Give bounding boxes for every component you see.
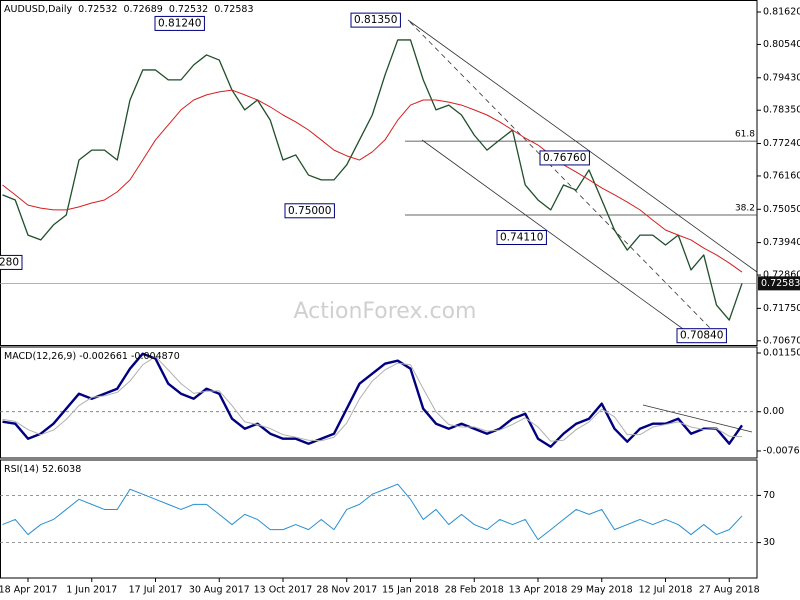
x-tick-label: 30 Aug 2017 <box>189 585 250 596</box>
y-tick-label: -0.007694 <box>763 445 800 456</box>
header-title: AUDUSD,Daily <box>4 4 73 15</box>
pivot-annotation: 0.81240 <box>154 15 205 31</box>
panel-header: RSI(14) 52.6038 <box>4 464 81 475</box>
pivot-label: 0.74110 <box>500 232 543 244</box>
rsi-panel <box>0 459 758 579</box>
header-title: MACD(12,26,9) <box>4 351 76 362</box>
pivot-box <box>676 328 727 344</box>
macd-trend <box>642 404 753 433</box>
fib-label: 38.2 <box>735 203 755 213</box>
pivot-label: 0.70840 <box>680 330 723 342</box>
series-line <box>2 352 743 448</box>
x-tick-label: 13 Oct 2017 <box>254 585 313 596</box>
pivot-annotation: 0.73280 <box>0 254 23 270</box>
pivot-box <box>539 150 590 166</box>
y-tick-label: 0.76160 <box>763 170 800 181</box>
fib-label: 61.8 <box>735 130 755 140</box>
channel-upper <box>407 19 758 273</box>
y-tick-label: 0.72860 <box>763 270 800 281</box>
x-tick-label: 28 Feb 2018 <box>445 585 504 596</box>
main-panel <box>0 0 758 346</box>
pivot-box <box>284 203 335 219</box>
last-price-box <box>758 276 800 291</box>
y-tick-label: 0.78350 <box>763 105 800 116</box>
header-value: 0.72532 <box>78 4 117 15</box>
header-value: -0.002661 <box>79 351 128 362</box>
macd-panel <box>0 346 758 459</box>
pivot-label: 0.76760 <box>543 152 586 164</box>
y-tick-label: 0.75050 <box>763 204 800 215</box>
y-tick-label: 0.73940 <box>763 237 800 248</box>
panel-borders <box>0 0 758 579</box>
x-tick-label: 29 May 2018 <box>571 585 633 596</box>
x-tick-label: 15 Jan 2018 <box>382 585 439 596</box>
y-tick-label: 0.011508 <box>763 347 800 358</box>
pivot-label: 0.81350 <box>354 14 397 26</box>
series-line <box>2 89 743 273</box>
series-line <box>2 356 743 442</box>
x-tick-label: 17 Jul 2017 <box>129 585 183 596</box>
header-value: -0.004870 <box>131 351 180 362</box>
series-line <box>2 483 743 541</box>
pivot-annotation: 0.75000 <box>284 203 335 219</box>
x-tick-label: 12 Jul 2018 <box>639 585 693 596</box>
y-tick-label: 0.81620 <box>763 7 800 18</box>
trend-lines <box>407 19 758 433</box>
pivot-annotation: 0.76760 <box>539 150 590 166</box>
header-value: 0.72689 <box>124 4 163 15</box>
pivot-box <box>154 15 205 31</box>
watermark: ActionForex.com <box>294 299 477 324</box>
x-tick-label: 1 Jun 2017 <box>66 585 117 596</box>
pivot-label: 0.81240 <box>158 17 201 29</box>
y-tick-label: 70 <box>763 490 775 501</box>
header-value: 0.72532 <box>169 4 208 15</box>
x-tick-label: 18 Apr 2017 <box>0 585 57 596</box>
series-line <box>2 39 743 321</box>
header-value: 52.6038 <box>42 464 81 475</box>
y-tick-label: 0.77240 <box>763 138 800 149</box>
pivot-label: 0.73280 <box>0 256 19 268</box>
pivot-box <box>496 230 547 246</box>
pivot-box <box>0 254 23 270</box>
y-tick-label: 0.80540 <box>763 39 800 50</box>
header-title: RSI(14) <box>4 464 39 475</box>
pivot-annotation: 0.81350 <box>350 12 401 28</box>
pivot-label: 0.75000 <box>288 205 331 217</box>
y-tick-label: 0.71750 <box>763 303 800 314</box>
x-tick-label: 27 Aug 2018 <box>699 585 760 596</box>
pivot-box <box>350 12 401 28</box>
pivot-annotation: 0.74110 <box>496 230 547 246</box>
x-tick-label: 13 Apr 2018 <box>509 585 568 596</box>
y-tick-label: 30 <box>763 537 775 548</box>
panel-header: MACD(12,26,9) -0.002661 -0.004870 <box>4 351 180 362</box>
channel-lower <box>421 139 691 335</box>
y-tick-label: 0.70670 <box>763 335 800 346</box>
y-tick-label: 0.00 <box>763 406 784 417</box>
x-tick-label: 28 Nov 2017 <box>316 585 377 596</box>
pivot-annotation: 0.70840 <box>676 328 727 344</box>
y-tick-label: 0.79430 <box>763 72 800 83</box>
header-value: 0.72583 <box>214 4 253 15</box>
last-price-label: 0.72583 <box>761 278 800 289</box>
panel-header: AUDUSD,Daily 0.72532 0.72689 0.72532 0.7… <box>4 4 254 15</box>
